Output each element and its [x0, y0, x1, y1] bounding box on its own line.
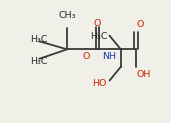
Text: CH₃: CH₃	[58, 11, 76, 20]
Text: H₃C: H₃C	[30, 57, 48, 66]
Text: NH: NH	[102, 52, 116, 61]
Text: H₃C: H₃C	[30, 35, 48, 44]
Text: O: O	[94, 19, 101, 29]
Text: OH: OH	[137, 70, 151, 79]
Text: O: O	[137, 20, 144, 29]
Text: HO: HO	[92, 79, 106, 88]
Text: H₃C: H₃C	[90, 32, 108, 41]
Text: O: O	[83, 52, 90, 61]
